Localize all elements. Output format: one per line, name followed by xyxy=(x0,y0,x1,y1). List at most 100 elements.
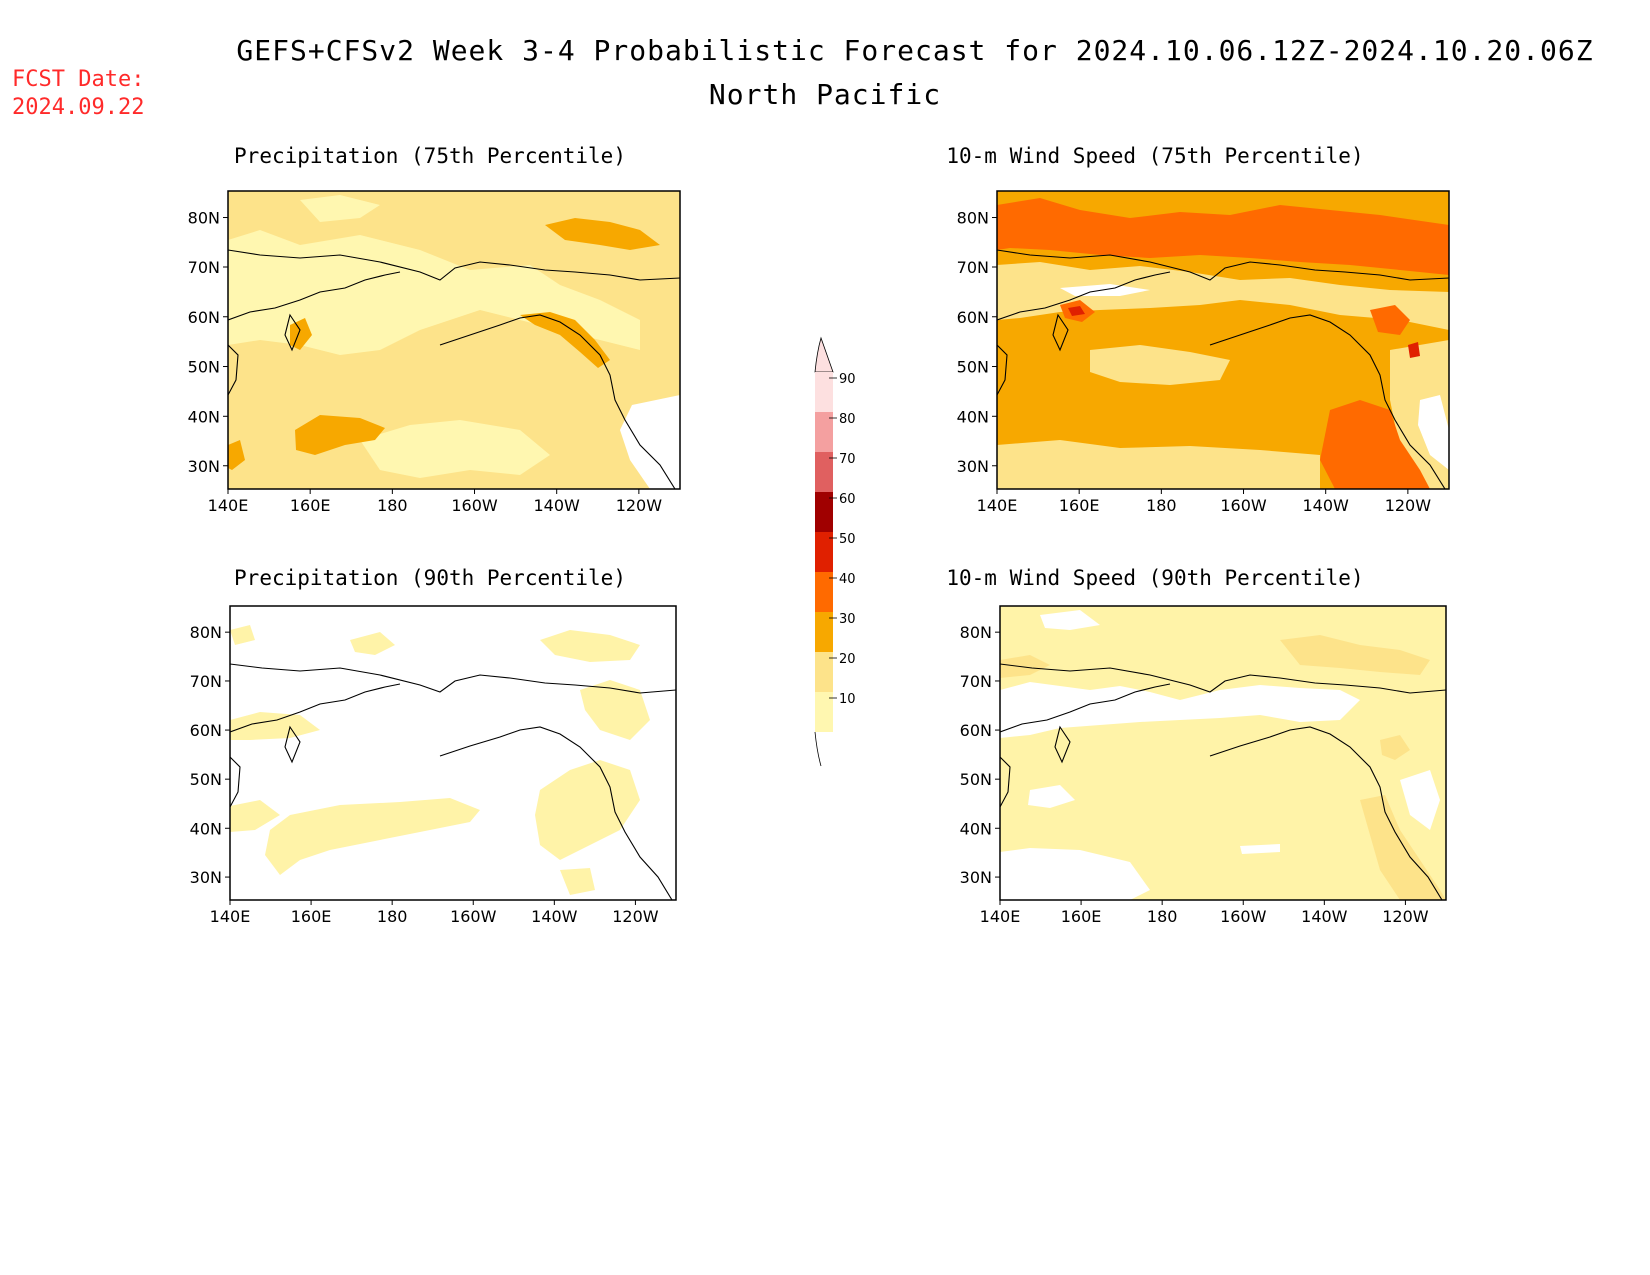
lat-tick-label: 70N xyxy=(190,672,222,691)
map-panel-wind-90 xyxy=(1000,606,1446,900)
coastline xyxy=(1000,683,1171,733)
colorbar-segment xyxy=(815,692,833,732)
lat-tick-label: 40N xyxy=(960,819,992,838)
coastline xyxy=(1209,726,1443,900)
colorbar-level-label: 20 xyxy=(839,652,856,667)
fcst-date-value: 2024.09.22 xyxy=(12,95,145,120)
lon-tick-label: 140W xyxy=(1301,907,1348,926)
coastline xyxy=(228,271,401,321)
panel-title-wind-75: 10-m Wind Speed (75th Percentile) xyxy=(946,144,1364,168)
no-signal-region xyxy=(1418,395,1449,470)
no-signal-region xyxy=(620,395,680,489)
lat-tick-label: 50N xyxy=(188,358,220,377)
low-probability-region xyxy=(230,712,320,740)
lon-tick-label: 160E xyxy=(291,907,332,926)
lat-tick-label: 30N xyxy=(957,457,989,476)
very-high-probability-region xyxy=(1068,306,1085,316)
lon-tick-label: 180 xyxy=(377,907,408,926)
lat-tick-label: 80N xyxy=(188,209,220,228)
lon-tick-label: 140E xyxy=(977,496,1018,515)
low-probability-region xyxy=(265,798,480,875)
low-probability-region xyxy=(1090,345,1230,385)
lon-tick-label: 160W xyxy=(1220,496,1267,515)
map-panel-wind-75 xyxy=(997,191,1449,489)
colorbar-level-label: 10 xyxy=(839,692,856,707)
low-probability-region xyxy=(1000,655,1050,678)
forecast-date-label: FCST Date: 2024.09.22 xyxy=(12,66,144,122)
panel-title-wind-90: 10-m Wind Speed (90th Percentile) xyxy=(946,566,1364,590)
coastline xyxy=(1209,314,1446,489)
lon-tick-label: 180 xyxy=(377,496,408,515)
coastline xyxy=(284,313,301,352)
high-probability-region xyxy=(1370,305,1410,335)
lon-tick-label: 160E xyxy=(1059,496,1100,515)
map-panel-precip-75 xyxy=(228,191,680,489)
coastline xyxy=(1052,313,1069,352)
lat-tick-label: 70N xyxy=(960,672,992,691)
lat-tick-label: 30N xyxy=(960,868,992,887)
lon-tick-label: 120W xyxy=(616,496,663,515)
high-probability-region xyxy=(997,198,1449,275)
fcst-date-caption: FCST Date: xyxy=(12,67,145,92)
coastline xyxy=(439,314,676,489)
moderate-probability-region xyxy=(545,218,660,250)
low-probability-region xyxy=(360,420,550,478)
coastline xyxy=(439,726,673,900)
region-title: North Pacific xyxy=(708,78,942,111)
low-probability-region xyxy=(230,800,280,832)
low-probability-region xyxy=(350,632,395,655)
colorbar-segment xyxy=(815,572,833,612)
low-probability-region xyxy=(997,262,1449,330)
lat-tick-label: 80N xyxy=(190,623,222,642)
moderate-probability-region xyxy=(295,415,385,455)
lon-tick-label: 160E xyxy=(1061,907,1102,926)
lon-tick-label: 140E xyxy=(210,907,251,926)
coastline xyxy=(284,725,301,764)
colorbar-bottom-cap xyxy=(814,731,822,767)
very-high-probability-region xyxy=(1408,342,1420,358)
colorbar-top-cap xyxy=(814,336,834,373)
low-probability-region xyxy=(535,760,640,860)
low-probability-region xyxy=(580,680,650,740)
colorbar-segment xyxy=(815,412,833,452)
colorbar-level-label: 80 xyxy=(839,412,856,427)
lon-tick-label: 120W xyxy=(1382,907,1429,926)
map-panel-precip-90 xyxy=(230,606,676,900)
lon-tick-label: 140E xyxy=(208,496,249,515)
lon-tick-label: 120W xyxy=(1385,496,1432,515)
no-signal-region xyxy=(1400,770,1440,830)
lat-tick-label: 60N xyxy=(960,721,992,740)
colorbar-segment xyxy=(815,532,833,572)
lat-tick-label: 60N xyxy=(188,308,220,327)
colorbar-segment xyxy=(815,652,833,692)
panel-title-precip-90: Precipitation (90th Percentile) xyxy=(234,566,626,590)
lat-tick-label: 60N xyxy=(957,308,989,327)
lat-tick-label: 40N xyxy=(957,407,989,426)
colorbar-segment xyxy=(815,492,833,532)
colorbar-level-label: 30 xyxy=(839,612,856,627)
lat-tick-label: 50N xyxy=(957,358,989,377)
no-signal-region xyxy=(1240,844,1280,854)
colorbar-segment xyxy=(815,452,833,492)
coastline xyxy=(997,249,1449,281)
colorbar-level-label: 70 xyxy=(839,452,856,467)
colorbar-segment xyxy=(815,612,833,652)
colorbar-level-label: 90 xyxy=(839,372,856,387)
lat-tick-label: 40N xyxy=(188,407,220,426)
coastline xyxy=(997,344,1008,396)
moderate-probability-region xyxy=(228,440,245,470)
lat-tick-label: 50N xyxy=(960,770,992,789)
colorbar-level-label: 40 xyxy=(839,572,856,587)
lat-tick-label: 80N xyxy=(957,209,989,228)
lat-tick-label: 40N xyxy=(190,819,222,838)
low-probability-region xyxy=(1380,735,1410,760)
lat-tick-label: 80N xyxy=(960,623,992,642)
coastline xyxy=(230,683,401,733)
lat-tick-label: 70N xyxy=(188,258,220,277)
no-signal-region xyxy=(1028,785,1075,808)
low-probability-region xyxy=(540,630,640,662)
lon-tick-label: 180 xyxy=(1147,907,1178,926)
lon-tick-label: 140W xyxy=(531,907,578,926)
lon-tick-label: 160W xyxy=(1220,907,1267,926)
